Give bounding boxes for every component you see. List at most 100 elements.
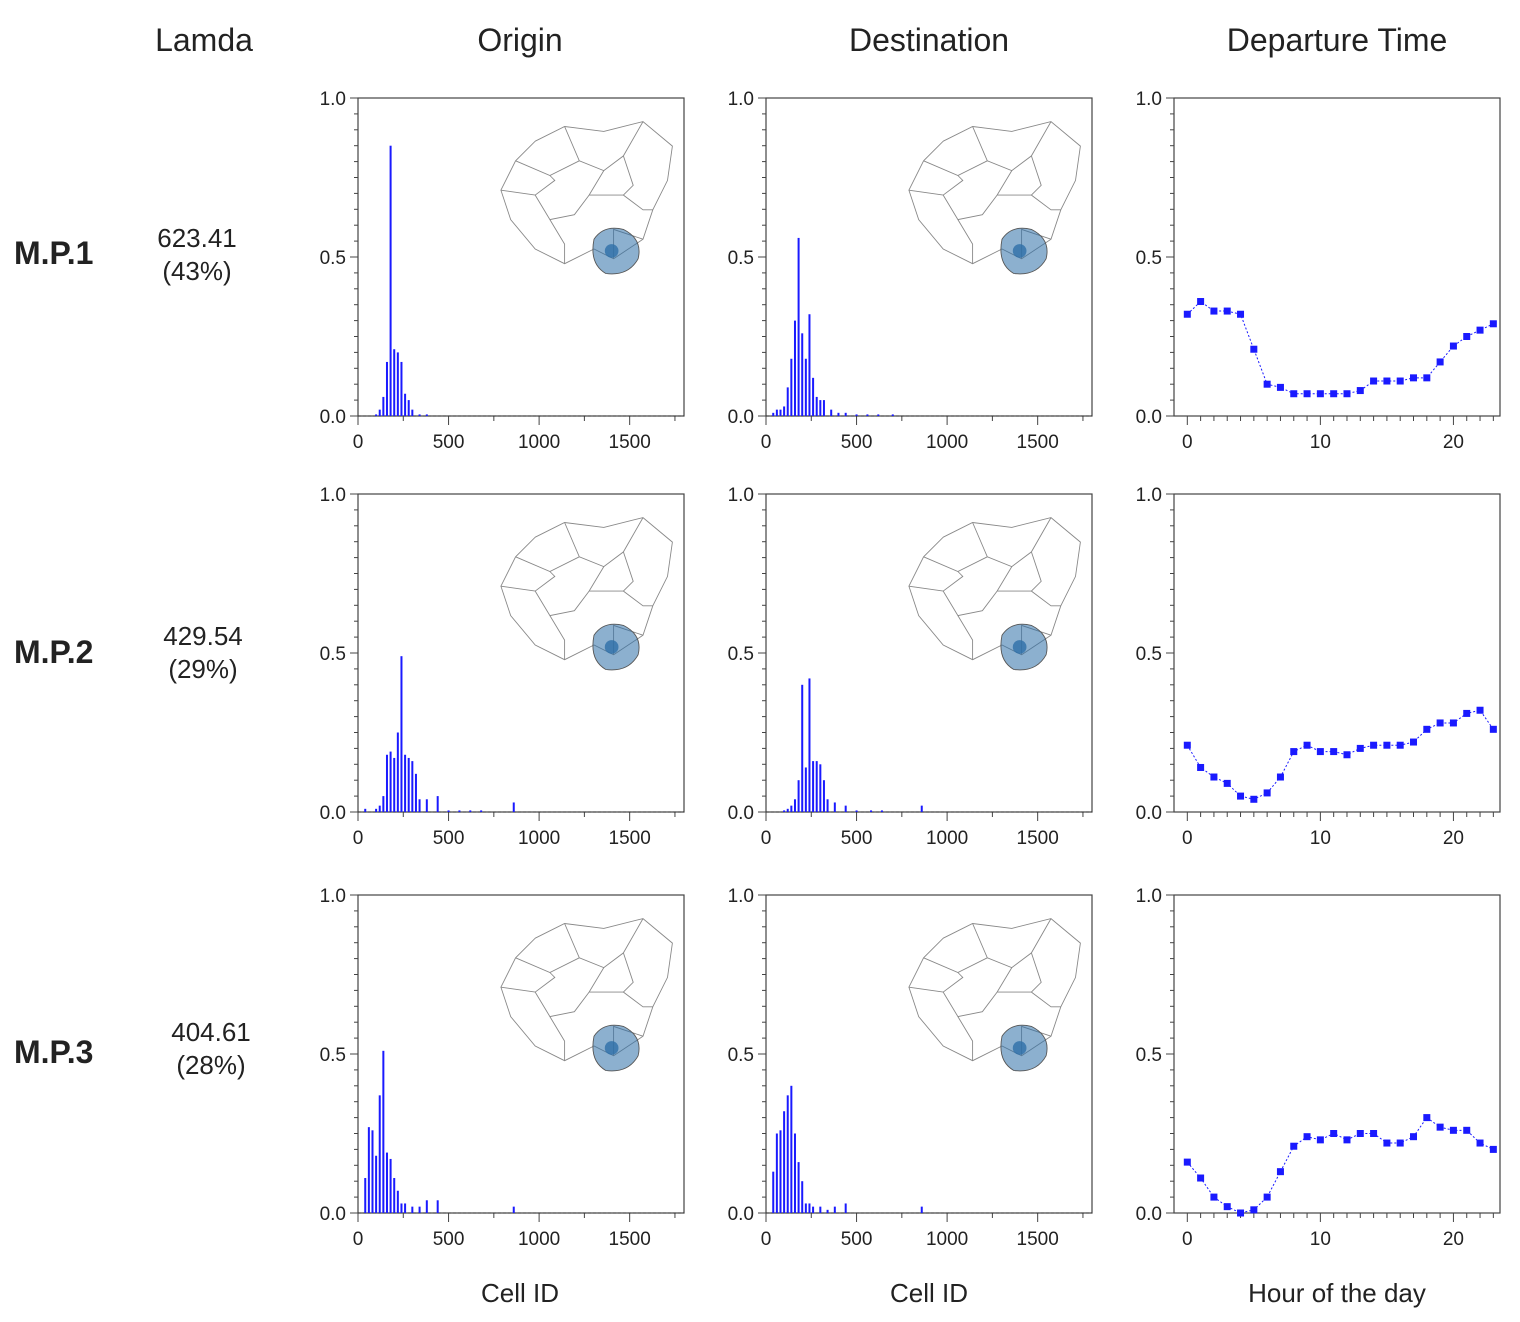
departure-mp3-chart: 0.0 0.5 1.0 0 10 20 [1136,886,1501,1250]
data-point [1396,1139,1404,1147]
bar [400,361,403,416]
data-point [1489,725,1497,733]
bar [775,409,778,416]
lambda-column-title: Lamda [155,22,253,58]
bar [385,1152,388,1213]
map-boundary [997,194,1061,211]
bar [436,796,439,812]
bar [775,1133,778,1213]
map-hotspot-core [604,1041,619,1055]
x-tick-label: 1000 [926,1229,968,1250]
x-tick-label: 1000 [518,1229,560,1250]
data-point [1303,1133,1311,1141]
data-point [1343,1136,1351,1144]
data-point [1383,741,1391,749]
data-point [1303,390,1311,398]
map-hotspot-core [604,244,619,258]
data-point [1476,706,1484,714]
inset-map [500,918,673,1072]
destination-column-title: Destination [848,22,1010,58]
row-label-mp3: M.P.3 [14,1034,94,1070]
lambda-number: 404.61 [171,1017,251,1047]
data-point [1383,377,1391,385]
y-tick-label: 0.5 [1136,1045,1162,1066]
data-point [1410,1133,1418,1141]
bar [447,810,450,812]
data-point [1370,741,1378,749]
destination-mp3-chart: 0.0 0.5 1.0 0 500 1000 1500 [728,886,1093,1250]
bar [822,400,825,416]
map-boundary [908,571,964,592]
bar [425,414,428,416]
data-point [1356,744,1364,752]
bar [407,400,410,416]
bar [830,409,833,416]
map-boundary [500,972,556,993]
y-tick-label: 1.0 [320,886,346,907]
x-tick-label: 1500 [609,828,651,849]
lambda-number: 623.41 [157,223,237,253]
inset-map [500,517,673,671]
data-point [1303,741,1311,749]
lambda-value-mp1: 623.41 (43%) [127,222,267,288]
x-tick-label: 20 [1443,1229,1464,1250]
data-point [1197,763,1205,771]
bar [375,1155,378,1213]
data-point [1489,320,1497,328]
series-line [1186,1116,1494,1214]
map-boundary [1030,952,1042,993]
map-boundary [957,615,974,660]
x-tick-label: 500 [841,1229,873,1250]
data-point [1237,792,1245,800]
map-boundary [515,160,580,176]
y-tick-label: 1.0 [728,485,754,506]
map-boundary [1030,155,1042,196]
bar [425,1200,428,1213]
lambda-value-mp2: 429.54 (29%) [133,620,273,686]
map-hotspot-core [1012,1041,1027,1055]
data-point [1183,1158,1191,1166]
data-point [1436,1123,1444,1131]
data-point [1276,383,1284,391]
bar [411,1206,414,1213]
map-boundary [500,517,673,661]
lambda-share: (43%) [162,256,232,286]
x-tick-label: 0 [1182,828,1193,849]
map-boundary [534,170,605,221]
x-tick-label: 1000 [518,432,560,453]
x-tick-label: 500 [433,1229,465,1250]
data-point [1276,1168,1284,1176]
map-boundary [923,160,988,176]
bar [411,409,414,416]
map-boundary [500,175,556,196]
y-tick-label: 1.0 [1136,89,1162,110]
bar [389,1158,392,1213]
data-point [1476,326,1484,334]
map-boundary [923,957,988,973]
data-point [1197,298,1205,306]
plot-frame [1173,97,1501,417]
bar [378,1095,381,1213]
y-tick-label: 0.0 [1136,803,1162,824]
map-boundary [997,590,1061,607]
x-tick-label: 0 [761,828,772,849]
origin-mp1-chart: 0.0 0.5 1.0 0 500 1000 1500 [320,89,685,453]
bar [393,1178,396,1213]
bar [378,805,381,812]
data-point [1263,1193,1271,1201]
x-tick-label: 0 [761,432,772,453]
bar [512,1206,515,1213]
x-tick-label: 1500 [609,432,651,453]
map-boundary [564,121,644,172]
data-point [1330,1130,1338,1137]
data-point [1330,748,1338,756]
bar [418,1206,421,1213]
bar [418,799,421,812]
y-tick-label: 1.0 [320,485,346,506]
lambda-share: (29%) [168,654,238,684]
data-point [1290,1142,1298,1150]
map-hotspot-core [604,640,619,654]
bar [870,810,873,812]
map-boundary [515,556,580,572]
map-boundary [942,566,1013,617]
